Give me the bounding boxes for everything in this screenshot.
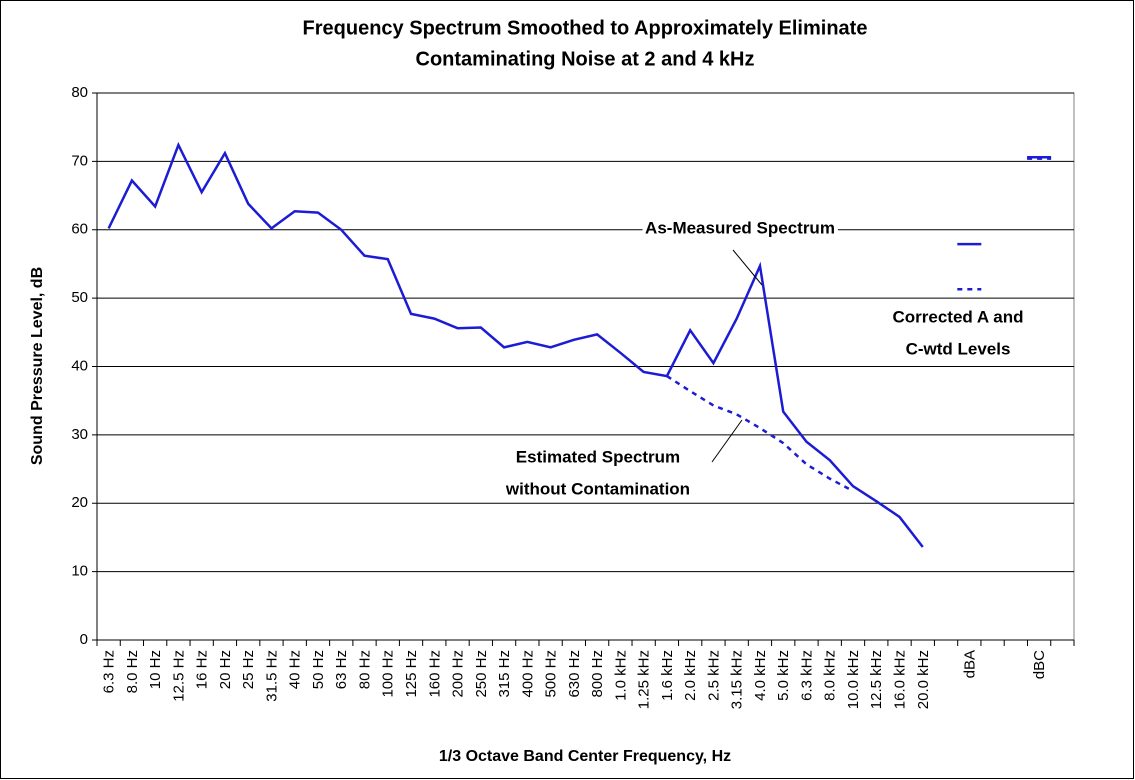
x-tick-label: 800 Hz — [589, 650, 606, 698]
x-tick-label: dBC — [1031, 650, 1048, 679]
annotation: Estimated Spectrum — [516, 447, 680, 466]
x-tick-label: 100 Hz — [380, 650, 397, 698]
x-tick-label: 80 Hz — [356, 650, 373, 689]
x-tick-label: 63 Hz — [333, 650, 350, 689]
x-tick-label: 125 Hz — [403, 650, 420, 698]
x-tick-label: 6.3 kHz — [798, 650, 815, 701]
series-line — [666, 375, 854, 493]
x-tick-label: 10.0 kHz — [845, 650, 862, 709]
annotation: Corrected A and — [893, 307, 1024, 326]
x-tick-label: 2.0 kHz — [682, 650, 699, 701]
y-tick-label: 30 — [71, 426, 88, 443]
y-tick-label: 60 — [71, 221, 88, 238]
y-tick-label: 70 — [71, 152, 88, 169]
y-tick-label: 0 — [80, 631, 88, 648]
x-tick-label: 400 Hz — [519, 650, 536, 698]
x-tick-label: 2.5 kHz — [705, 650, 722, 701]
x-tick-label: 8.0 Hz — [124, 650, 141, 693]
y-tick-label: 10 — [71, 563, 88, 580]
x-tick-label: 1.25 kHz — [636, 650, 653, 709]
y-tick-label: 80 — [71, 84, 88, 101]
x-tick-label: 250 Hz — [473, 650, 490, 698]
chart-title: Contaminating Noise at 2 and 4 kHz — [416, 48, 755, 70]
leader-line — [711, 419, 743, 463]
x-tick-label: 8.0 kHz — [822, 650, 839, 701]
chart-title: Frequency Spectrum Smoothed to Approxima… — [303, 17, 868, 39]
y-tick-label: 20 — [71, 494, 88, 511]
y-tick-label: 50 — [71, 289, 88, 306]
x-tick-label: 6.3 Hz — [101, 650, 118, 693]
annotation: As-Measured Spectrum — [645, 218, 835, 237]
x-tick-label: 25 Hz — [240, 650, 257, 689]
x-tick-label: 1.0 kHz — [612, 650, 629, 701]
annotation: C-wtd Levels — [906, 339, 1011, 358]
y-tick-label: 40 — [71, 357, 88, 374]
x-tick-label: 5.0 kHz — [775, 650, 792, 701]
x-tick-label: 20 Hz — [217, 650, 234, 689]
x-tick-label: 16.0 kHz — [892, 650, 909, 709]
x-axis-label: 1/3 Octave Band Center Frequency, Hz — [439, 748, 731, 765]
x-tick-label: 40 Hz — [287, 650, 304, 689]
x-tick-label: 200 Hz — [450, 650, 467, 698]
x-tick-label: 1.6 kHz — [659, 650, 676, 701]
x-tick-label: 10 Hz — [147, 650, 164, 689]
x-tick-label: 3.15 kHz — [729, 650, 746, 709]
series-line — [107, 141, 924, 548]
x-tick-label: 315 Hz — [496, 650, 513, 698]
leader-line — [732, 249, 763, 286]
x-tick-label: 31.5 Hz — [263, 650, 280, 702]
x-tick-label: 630 Hz — [566, 650, 583, 698]
x-tick-label: 500 Hz — [543, 650, 560, 698]
x-tick-label: 16 Hz — [194, 650, 211, 689]
annotation: without Contamination — [505, 479, 690, 498]
y-axis-label: Sound Pressure Level, dB — [29, 267, 46, 465]
x-tick-label: 12.5 kHz — [868, 650, 885, 709]
x-tick-label: 20.0 kHz — [915, 650, 932, 709]
x-tick-label: 160 Hz — [426, 650, 443, 698]
x-tick-label: 50 Hz — [310, 650, 327, 689]
x-tick-label: dBA — [961, 650, 978, 678]
x-tick-label: 4.0 kHz — [752, 650, 769, 701]
x-tick-label: 12.5 Hz — [170, 650, 187, 702]
